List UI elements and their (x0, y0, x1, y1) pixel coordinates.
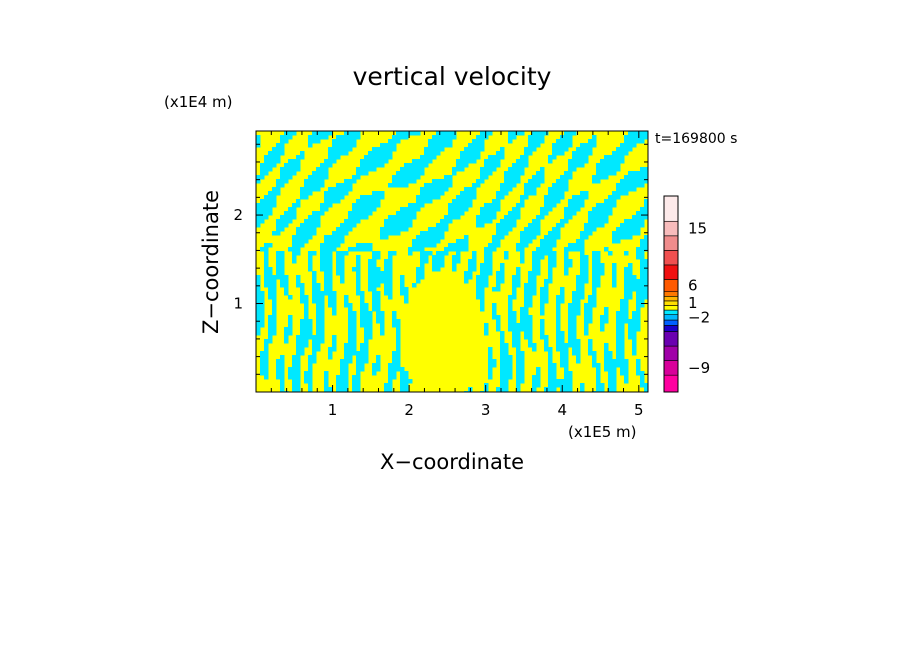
colorbar-swatch (663, 295, 679, 302)
colorbar-frame (663, 195, 679, 393)
y-axis-label: Z−coordinate (199, 190, 223, 334)
colorbar-swatch (663, 360, 679, 376)
colorbar: 15 61−2 −9 (663, 195, 710, 393)
x-tick-label: 5 (634, 401, 644, 419)
colorbar-swatch (663, 300, 679, 306)
time-label: t=169800 s (655, 131, 737, 147)
colorbar-swatch (663, 279, 679, 293)
chart-title: vertical velocity (353, 62, 552, 91)
colorbar-swatch (663, 264, 679, 280)
colorbar-swatch (663, 291, 679, 297)
x-axis-label: X−coordinate (380, 450, 524, 474)
colorbar-swatch (663, 374, 679, 393)
plot-frame (255, 130, 649, 393)
colorbar-swatch (663, 305, 679, 311)
y-tick-label: 1 (233, 295, 243, 313)
colorbar-swatch (663, 345, 679, 361)
colorbar-swatch (663, 331, 679, 347)
x-unit-label: (x1E5 m) (568, 423, 637, 441)
colorbar-swatch (663, 220, 679, 237)
colorbar-label: −2 (688, 308, 710, 326)
colorbar-label: 1 (688, 294, 698, 312)
y-ticks: 12 (233, 143, 648, 375)
colorbar-label: 6 (688, 277, 698, 295)
colorbar-label: −9 (688, 359, 710, 377)
colorbar-swatch (663, 314, 679, 321)
colorbar-label: 15 (688, 220, 707, 238)
y-tick-label: 2 (233, 206, 243, 224)
colorbar-swatch (663, 309, 679, 315)
colorbar-swatch (663, 250, 679, 266)
x-tick-label: 3 (481, 401, 491, 419)
x-tick-label: 1 (328, 401, 338, 419)
x-ticks: 1 2 3 4 5 (270, 131, 644, 419)
y-unit-label: (x1E4 m) (164, 93, 233, 111)
velocity-field (256, 131, 648, 392)
colorbar-swatch (663, 325, 679, 332)
colorbar-swatch (663, 195, 679, 222)
x-tick-label: 4 (557, 401, 567, 419)
x-tick-label: 2 (404, 401, 414, 419)
colorbar-swatch (663, 319, 679, 326)
colorbar-swatch (663, 235, 679, 251)
